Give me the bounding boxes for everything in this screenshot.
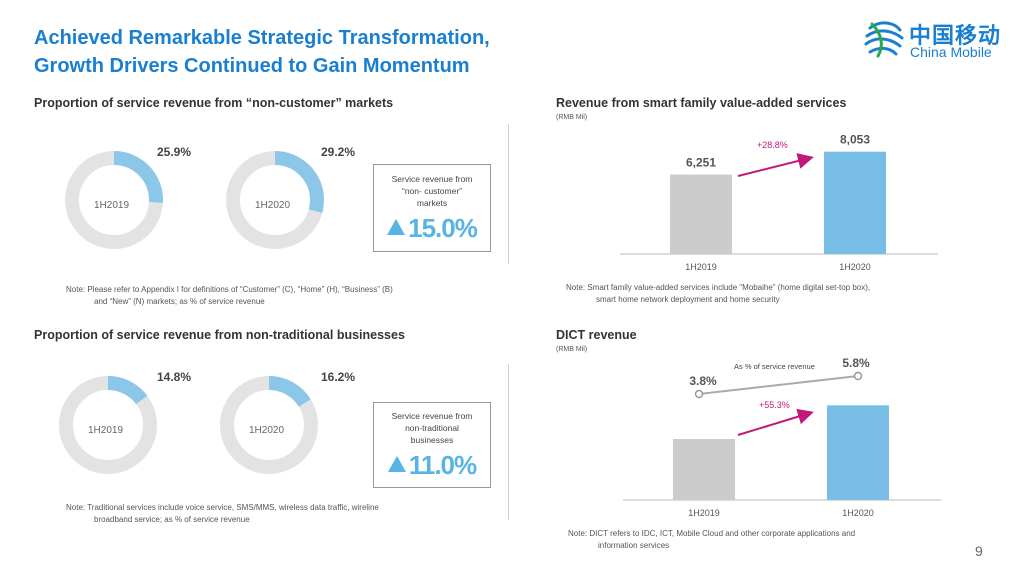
growth-arrow	[737, 408, 814, 436]
donut-charts	[59, 151, 324, 474]
data-label: 6,251	[686, 156, 716, 170]
bar	[673, 439, 735, 500]
donut-period-label: 1H2020	[255, 200, 291, 211]
x-tick-label: 1H2019	[688, 508, 720, 518]
box-growth: 11.0%	[374, 450, 490, 481]
box-text-line: Service revenue from	[391, 174, 473, 184]
series-line	[698, 375, 859, 395]
donut-value-label: 25.9%	[157, 145, 192, 159]
section4-title: DICT revenue	[556, 328, 637, 342]
line-series-label: As % of service revenue	[734, 362, 815, 371]
box-text-line: Service revenue from	[391, 411, 473, 421]
section3-unit: (RMB Mil)	[556, 114, 588, 121]
summary-box-non-traditional: Service revenue from non-traditional bus…	[373, 402, 491, 488]
note-line: Note: Traditional services include voice…	[66, 503, 379, 512]
donut-slice	[59, 376, 157, 474]
section2-title: Proportion of service revenue from non-t…	[34, 328, 405, 342]
series-point	[853, 371, 863, 381]
donut-slice	[65, 151, 163, 249]
series-value-label: 3.8%	[689, 374, 717, 388]
bar	[824, 151, 886, 254]
section1-title: Proportion of service revenue from “non-…	[34, 96, 394, 110]
note-line: smart home network deployment and home s…	[596, 295, 780, 304]
bar-charts: 1H2019 6,251 1H2020 8,053 1H2019 1H2020 3.8% 5.…	[620, 133, 941, 518]
section3-title: Revenue from smart family value-added se…	[556, 96, 847, 110]
x-tick-label: 1H2019	[685, 262, 717, 272]
box-growth-value: 11.0%	[408, 450, 477, 480]
donut-period-label: 1H2019	[88, 425, 124, 436]
bar	[827, 405, 889, 500]
box-growth-value: 15.0%	[408, 213, 478, 243]
bar	[670, 174, 732, 254]
donut-slice	[226, 151, 324, 249]
china-mobile-logo-icon	[862, 16, 906, 65]
section4-unit: (RMB Mil)	[556, 346, 588, 353]
title-line-1: Achieved Remarkable Strategic Transforma…	[34, 27, 490, 49]
divider-bottom	[508, 364, 509, 520]
x-tick-label: 1H2020	[842, 508, 874, 518]
up-triangle-icon	[387, 456, 406, 472]
box-text-line: markets	[416, 198, 448, 208]
logo-chinese-text: 中国移动	[909, 23, 1002, 48]
box-growth: 15.0%	[374, 213, 490, 244]
x-tick-label: 1H2020	[839, 262, 871, 272]
donut-period-label: 1H2019	[94, 200, 130, 211]
section4-note: Note: DICT refers to IDC, ICT, Mobile Cl…	[568, 528, 948, 552]
donut-period-label: 1H2020	[249, 425, 285, 436]
donut-slice	[220, 376, 318, 474]
note-line: broadband service; as % of service reven…	[94, 515, 250, 524]
note-line: Note: Smart family value-added services …	[566, 283, 871, 292]
page-title: Achieved Remarkable Strategic Transforma…	[34, 24, 490, 80]
growth-arrow	[737, 153, 814, 177]
summary-box-non-customer: Service revenue from “non- customer” mar…	[373, 164, 491, 252]
page-number: 9	[975, 543, 983, 559]
divider-top	[508, 124, 509, 264]
section1-note: Note: Please refer to Appendix I for def…	[66, 284, 486, 308]
growth-label: +28.8%	[757, 140, 788, 150]
note-line: and “New” (N) markets; as % of service r…	[94, 297, 265, 306]
donut-value-label: 16.2%	[321, 370, 356, 384]
note-line: Note: Please refer to Appendix I for def…	[66, 285, 393, 294]
donut-value-label: 14.8%	[157, 370, 192, 384]
title-line-2: Growth Drivers Continued to Gain Momentu…	[34, 55, 470, 77]
series-value-label: 5.8%	[842, 356, 870, 370]
growth-label: +55.3%	[759, 400, 790, 410]
data-label: 8,053	[840, 133, 870, 147]
box-text-line: non-traditional	[405, 423, 459, 433]
note-line: Note: DICT refers to IDC, ICT, Mobile Cl…	[568, 529, 856, 538]
up-triangle-icon	[387, 219, 406, 235]
logo-english-text: China Mobile	[910, 44, 992, 60]
box-text-line: businesses	[410, 435, 454, 445]
donut-value-label: 29.2%	[321, 145, 356, 159]
box-text-line: “non- customer”	[402, 186, 462, 196]
section3-note: Note: Smart family value-added services …	[566, 282, 966, 306]
section2-note: Note: Traditional services include voice…	[66, 502, 486, 526]
series-point	[694, 389, 704, 399]
note-line: information services	[598, 541, 670, 550]
